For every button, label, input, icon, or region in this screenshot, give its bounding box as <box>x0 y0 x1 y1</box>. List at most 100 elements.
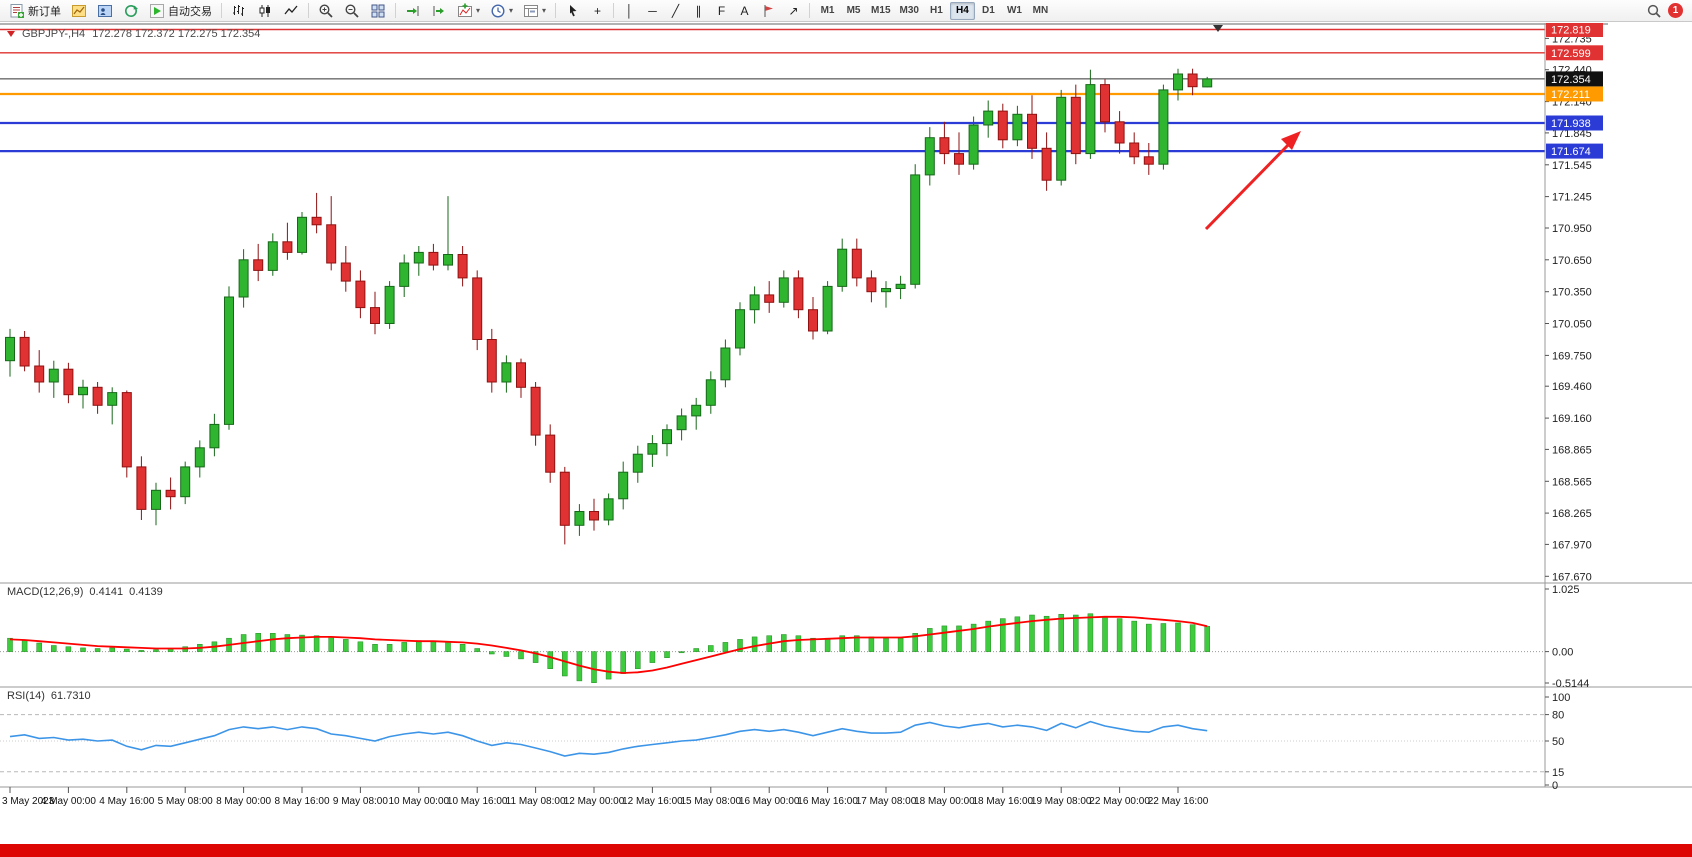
bottom-red-bar <box>0 844 1692 857</box>
vertical-line-button[interactable]: │ <box>619 2 640 20</box>
candle <box>924 137 935 176</box>
cursor-icon <box>565 3 581 19</box>
timeframe-toolbar: M1 M5 M15 M30 H1 H4 D1 W1 MN <box>815 1 1053 20</box>
zoom-in-button[interactable] <box>314 2 338 20</box>
candle <box>516 362 526 388</box>
candle <box>34 365 45 383</box>
macd-histogram-bar <box>1058 614 1064 652</box>
macd-histogram-bar <box>284 634 291 652</box>
chart-shift-marker[interactable] <box>1213 25 1223 32</box>
timeframe-button-m1[interactable]: M1 <box>820 5 835 16</box>
candle <box>530 386 541 436</box>
time-axis-label: 11 May 08:00 <box>506 796 566 807</box>
zoom-in-icon <box>318 3 334 19</box>
periods-button[interactable]: ▾ <box>486 2 517 20</box>
rsi-line <box>9 720 1208 757</box>
macd-histogram-bar <box>386 644 393 652</box>
macd-histogram-bar <box>751 636 758 652</box>
time-axis-label: 22 May 00:00 <box>1089 796 1150 807</box>
candle <box>355 280 366 309</box>
search-button[interactable] <box>1642 2 1666 20</box>
candle <box>647 443 658 455</box>
toolbar-separator <box>221 3 222 18</box>
macd-histogram-bar <box>372 644 378 652</box>
candle <box>121 392 132 468</box>
time-axis-label: 16 May 00:00 <box>739 796 800 807</box>
candle <box>340 262 351 282</box>
new-order-button[interactable]: 新订单 <box>5 2 65 20</box>
timeframe-button-m30[interactable]: M30 <box>899 5 919 16</box>
timeframe-button-d1[interactable]: D1 <box>982 5 995 16</box>
label-tool-button[interactable] <box>757 2 781 20</box>
timeframe-button-m5[interactable]: M5 <box>846 5 861 16</box>
trend-arrow-head[interactable] <box>1281 131 1301 150</box>
text-tool-button[interactable]: A <box>734 2 755 20</box>
time-axis-label: 12 May 00:00 <box>564 796 625 807</box>
macd-scale-label: -0.5144 <box>1552 678 1589 690</box>
price-scale-label: 169.160 <box>1552 413 1592 425</box>
horizontal-line-button[interactable]: ─ <box>642 2 663 20</box>
candle <box>48 368 59 383</box>
chart-area: 172.735 172.440 172.140 171.845 171.545 171.2… <box>0 23 1692 811</box>
candle <box>311 216 322 226</box>
profiles-button[interactable] <box>93 2 117 20</box>
candle <box>180 466 191 498</box>
macd-histogram-bar <box>445 641 451 652</box>
channel-button[interactable]: ∥ <box>688 2 709 20</box>
candle <box>238 259 249 298</box>
candle <box>895 283 906 289</box>
toolbar-separator <box>613 3 615 18</box>
price-tag-172.599-bg <box>1546 45 1603 61</box>
candle <box>92 386 103 406</box>
indicators-button[interactable]: ▾ <box>453 2 484 20</box>
bar-chart-button[interactable] <box>227 2 251 20</box>
macd-histogram-bar <box>1131 620 1137 652</box>
timeframe-button-mn[interactable]: MN <box>1032 5 1049 16</box>
crosshair-button[interactable]: + <box>587 2 608 20</box>
macd-histogram-bar <box>430 640 437 652</box>
timeframe-button-w1[interactable]: W1 <box>1006 5 1022 16</box>
price-tag-171.938: 171.938 <box>1551 118 1591 130</box>
bar-chart-icon <box>231 3 247 19</box>
new-chart-button[interactable] <box>67 2 91 20</box>
timeframe-button-h1[interactable]: H1 <box>930 5 943 16</box>
auto-trading-button[interactable]: 自动交易 <box>145 2 216 20</box>
candlestick-chart-button[interactable] <box>253 2 277 20</box>
candle <box>63 368 74 396</box>
macd-histogram-bar <box>678 651 685 654</box>
timeframe-button-h4[interactable]: H4 <box>949 1 975 20</box>
candle <box>1012 113 1023 141</box>
templates-button[interactable]: ▾ <box>519 2 550 20</box>
macd-histogram-bar <box>313 635 320 652</box>
candle <box>676 415 687 431</box>
time-axis-label: 3 May 2023 <box>2 796 55 807</box>
macd-histogram-bar <box>343 639 349 652</box>
price-scale-label: 170.350 <box>1552 287 1592 299</box>
flag-icon <box>761 3 777 19</box>
trend-line-button[interactable]: ╱ <box>665 2 686 20</box>
channel-icon: ∥ <box>695 3 702 18</box>
candle <box>618 471 629 500</box>
chart-canvas[interactable]: 172.735172.440172.140171.845171.545171.2… <box>0 23 1692 811</box>
tile-windows-button[interactable] <box>366 2 390 20</box>
fibonacci-button[interactable]: F <box>711 2 732 20</box>
trend-arrow-line[interactable] <box>1204 139 1294 231</box>
macd-signal-line <box>9 615 1208 674</box>
price-tag-172.599: 172.599 <box>1551 48 1591 60</box>
macd-histogram-bar <box>1204 626 1210 652</box>
macd-histogram-bar <box>1000 618 1006 652</box>
arrows-tool-button[interactable]: ↗ <box>783 2 804 20</box>
price-tag-171.938-bg <box>1546 115 1603 131</box>
notification-badge[interactable]: 1 <box>1668 3 1683 18</box>
cursor-button[interactable] <box>561 2 585 20</box>
line-chart-button[interactable] <box>279 2 303 20</box>
macd-histogram-bar <box>7 637 13 652</box>
chart-shift-button[interactable] <box>427 2 451 20</box>
candle <box>384 285 395 324</box>
auto-scroll-button[interactable] <box>401 2 425 20</box>
refresh-button[interactable] <box>119 2 143 20</box>
zoom-out-button[interactable] <box>340 2 364 20</box>
macd-histogram-bar <box>299 634 305 652</box>
candle <box>939 137 950 155</box>
timeframe-button-m15[interactable]: M15 <box>871 5 891 16</box>
